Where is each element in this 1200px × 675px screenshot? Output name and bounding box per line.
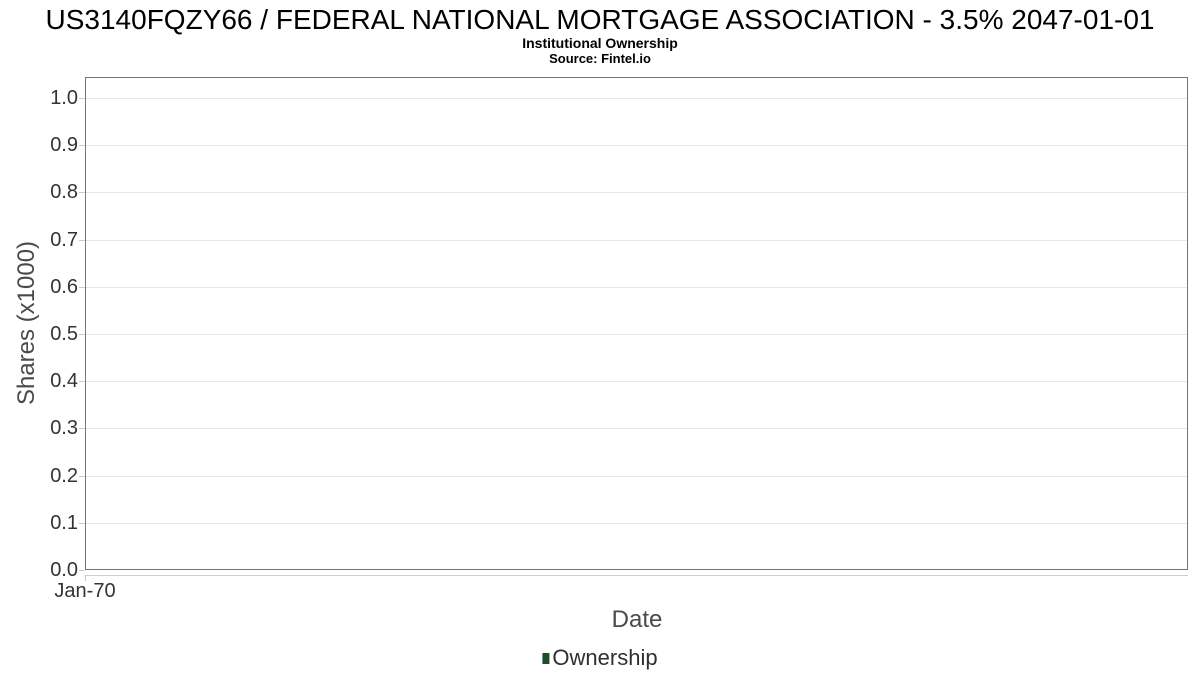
y-tick-mark [79,98,85,99]
y-tick-mark [79,381,85,382]
y-tick-label: 0.0 [50,559,78,581]
y-gridline [86,192,1187,193]
y-tick-mark [79,145,85,146]
y-gridline [86,145,1187,146]
y-tick-label: 0.9 [50,134,78,156]
y-tick-mark [79,240,85,241]
y-gridline [86,523,1187,524]
legend-item-ownership[interactable]: Ownership [542,645,658,671]
y-tick-mark [79,476,85,477]
y-tick-label: 0.1 [50,512,78,534]
y-gridline [86,334,1187,335]
plot-area [85,77,1188,570]
y-tick-mark [79,428,85,429]
y-tick-label: 0.6 [50,276,78,298]
y-gridline [86,476,1187,477]
y-gridline [86,98,1187,99]
legend-marker-icon [542,652,550,664]
y-tick-mark [79,192,85,193]
y-tick-label: 0.4 [50,370,78,392]
y-tick-mark [79,570,85,571]
chart-source-credit: Source: Fintel.io [549,51,651,66]
x-tick-mark [85,575,86,581]
y-tick-label: 0.3 [50,417,78,439]
y-tick-mark [79,523,85,524]
x-axis-line [85,575,1188,576]
y-tick-label: 0.7 [50,229,78,251]
y-tick-label: 0.2 [50,465,78,487]
y-gridline [86,428,1187,429]
x-tick-label: Jan-70 [54,580,116,602]
y-tick-mark [79,287,85,288]
y-gridline [86,381,1187,382]
y-tick-label: 0.8 [50,181,78,203]
y-gridline [86,240,1187,241]
chart-title: US3140FQZY66 / FEDERAL NATIONAL MORTGAGE… [45,4,1155,35]
y-tick-label: 0.5 [50,323,78,345]
y-tick-mark [79,334,85,335]
x-axis-title: Date [611,606,663,633]
chart-subtitle: Institutional Ownership [522,35,678,51]
y-gridline [86,287,1187,288]
legend-item-label: Ownership [552,645,658,670]
y-tick-label: 1.0 [50,87,78,109]
